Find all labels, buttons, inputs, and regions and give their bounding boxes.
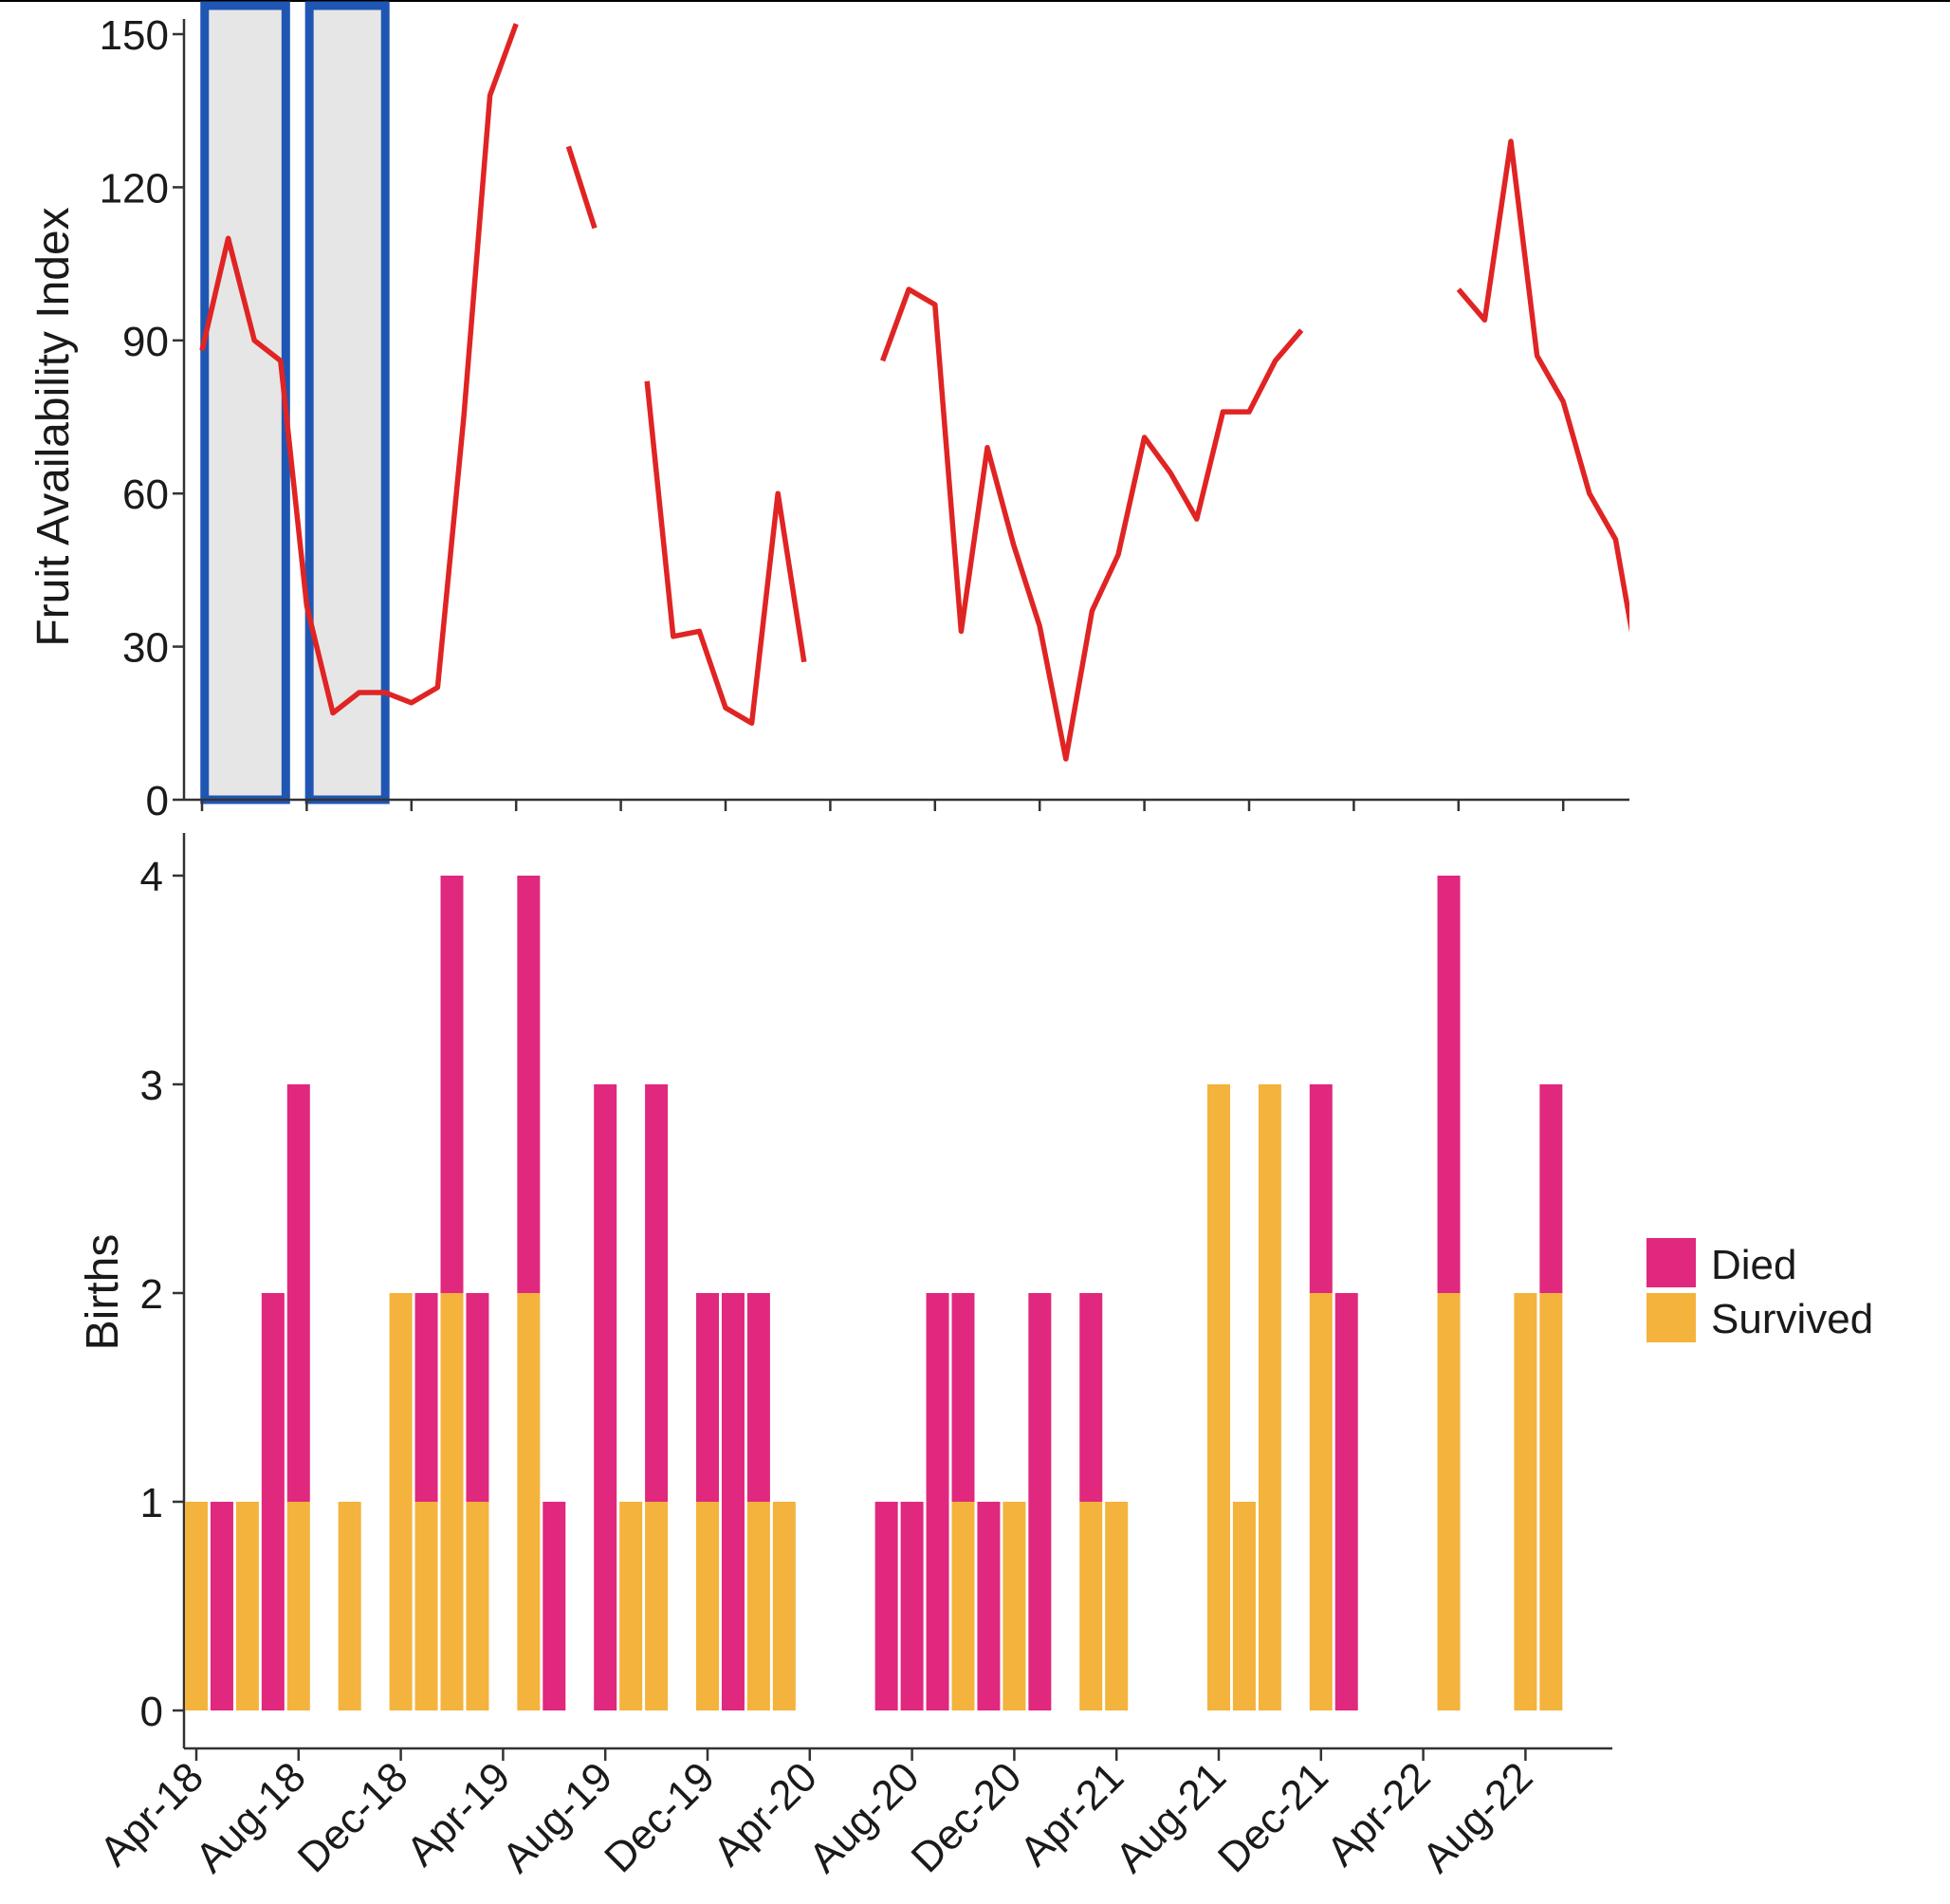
bar-died-28 — [900, 1502, 924, 1710]
fruit-line-segment-5 — [1456, 139, 1629, 633]
bottom-y-tick-label: 0 — [140, 1689, 163, 1735]
fruit-line-segment-1 — [199, 23, 519, 716]
bar-survived-23 — [772, 1502, 796, 1710]
bar-survived-13 — [517, 1293, 541, 1710]
top-axes: 0 30 60 90 120 150 — [100, 12, 1629, 824]
top-y-tick-label: 30 — [122, 625, 169, 672]
bottom-y-tick-label: 3 — [140, 1063, 163, 1109]
legend-swatch-died — [1646, 1238, 1696, 1287]
bar-survived-4 — [286, 1502, 310, 1710]
bar-survived-44 — [1309, 1293, 1333, 1710]
births-bars — [185, 876, 1563, 1710]
bar-died-21 — [721, 1293, 745, 1710]
bar-died-49 — [1437, 876, 1461, 1293]
bar-survived-49 — [1437, 1293, 1461, 1710]
bar-died-11 — [466, 1293, 489, 1502]
fruit-availability-panel: 0 30 60 90 120 150 Fruit Availability Index — [28, 1, 1629, 824]
bar-died-1 — [210, 1502, 233, 1710]
bar-died-9 — [414, 1293, 438, 1502]
bar-survived-11 — [466, 1502, 489, 1710]
legend: Died Survived — [1646, 1238, 1873, 1342]
bar-survived-30 — [951, 1502, 975, 1710]
bar-survived-10 — [440, 1293, 464, 1710]
bar-survived-6 — [338, 1502, 361, 1710]
bar-died-20 — [696, 1293, 719, 1502]
bottom-y-tick-label: 4 — [140, 854, 163, 900]
bar-survived-17 — [619, 1502, 643, 1710]
bar-died-13 — [517, 876, 541, 1293]
bar-died-45 — [1334, 1293, 1358, 1710]
y-axis-title-fruit: Fruit Availability Index — [28, 207, 79, 646]
bar-survived-52 — [1514, 1293, 1537, 1710]
bar-died-31 — [977, 1502, 1001, 1710]
bar-died-3 — [261, 1293, 285, 1710]
bar-survived-8 — [389, 1293, 413, 1710]
highlight-period-1 — [200, 1, 290, 804]
top-y-tick-label: 120 — [100, 165, 169, 212]
fruit-line-segment-3 — [644, 380, 807, 727]
top-y-tick-label: 60 — [122, 471, 169, 518]
top-y-tick-label: 0 — [146, 778, 169, 824]
bar-survived-22 — [746, 1502, 770, 1710]
bar-died-33 — [1028, 1293, 1052, 1710]
bar-died-4 — [286, 1084, 310, 1502]
fruit-availability-series — [199, 23, 1629, 762]
bar-died-27 — [874, 1502, 898, 1710]
bar-survived-42 — [1258, 1084, 1281, 1710]
bar-died-22 — [746, 1293, 770, 1502]
bar-survived-40 — [1207, 1084, 1230, 1710]
bar-survived-0 — [185, 1502, 208, 1710]
bar-died-10 — [440, 876, 464, 1293]
bar-died-16 — [594, 1084, 617, 1710]
bar-survived-35 — [1079, 1502, 1103, 1710]
bar-died-35 — [1079, 1293, 1103, 1502]
bar-survived-20 — [696, 1502, 719, 1710]
legend-label-survived: Survived — [1711, 1296, 1873, 1342]
bar-survived-36 — [1105, 1502, 1129, 1710]
legend-label-died: Died — [1711, 1242, 1797, 1288]
bar-survived-9 — [414, 1502, 438, 1710]
bar-survived-32 — [1003, 1502, 1026, 1710]
bar-died-29 — [926, 1293, 949, 1710]
bar-survived-41 — [1232, 1502, 1256, 1710]
fruit-line-segment-4 — [880, 287, 1304, 762]
bar-survived-2 — [235, 1502, 259, 1710]
y-axis-title-births: Births — [78, 1234, 128, 1351]
bar-died-18 — [645, 1084, 669, 1502]
bottom-y-tick-label: 1 — [140, 1480, 163, 1526]
top-y-tick-label: 150 — [100, 12, 169, 59]
bar-died-44 — [1309, 1084, 1333, 1293]
bar-died-53 — [1539, 1084, 1563, 1293]
fruit-line-segment-2 — [565, 145, 598, 230]
bar-died-30 — [951, 1293, 975, 1502]
bar-survived-18 — [645, 1502, 669, 1710]
bar-died-14 — [543, 1502, 566, 1710]
bottom-y-tick-label: 2 — [140, 1271, 163, 1318]
top-y-tick-label: 90 — [122, 319, 169, 365]
bar-survived-53 — [1539, 1293, 1563, 1710]
highlight-period-2 — [304, 1, 390, 804]
legend-swatch-survived — [1646, 1293, 1696, 1342]
